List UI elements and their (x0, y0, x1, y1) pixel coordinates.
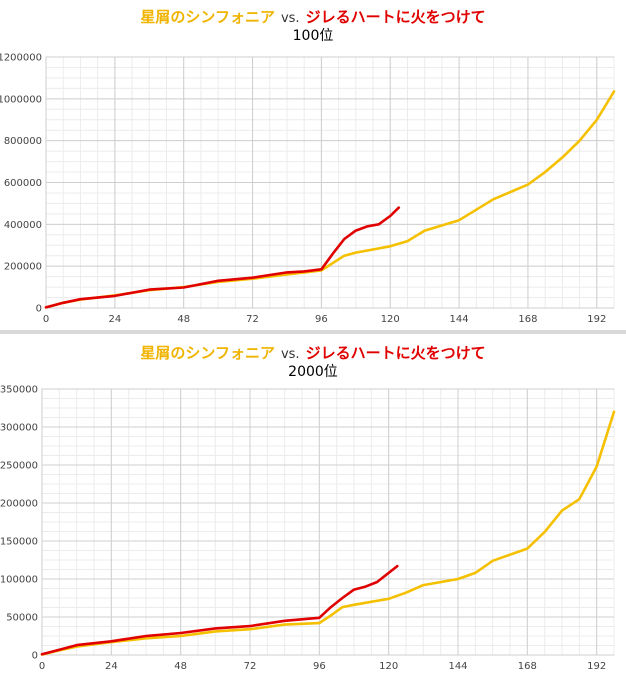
gridlines (45, 56, 615, 309)
y-tick-label: 300000 (0, 423, 38, 434)
x-tick-label: 72 (246, 314, 259, 325)
x-tick-label: 168 (518, 661, 537, 672)
series-line-1 (40, 564, 399, 656)
title-series-a: 星屑のシンフォニア (140, 344, 275, 362)
x-tick-label: 0 (39, 661, 45, 672)
x-tick-label: 192 (587, 314, 606, 325)
line-chart-2000: 0 24 48 72 96 120 144 168 192 0 50000 100000 150000 2… (0, 385, 616, 672)
y-tick-label: 1200000 (0, 53, 42, 64)
title-series-b: ジレるハートに火をつけて (305, 8, 486, 26)
x-tick-label: 144 (448, 661, 467, 672)
y-tick-label: 600000 (4, 178, 42, 189)
title-vs: vs. (280, 347, 300, 362)
y-tick-label: 150000 (0, 537, 38, 548)
y-tick-label: 250000 (0, 461, 38, 472)
x-tick-label: 144 (450, 314, 469, 325)
y-tick-label: 350000 (0, 385, 38, 396)
y-tick-label: 200000 (4, 262, 42, 273)
x-tick-label: 120 (381, 314, 400, 325)
y-tick-label: 1000000 (0, 94, 42, 105)
y-tick-label: 400000 (4, 220, 42, 231)
chart-title: 星屑のシンフォニア vs. ジレるハートに火をつけて (0, 6, 626, 27)
series-line-0 (40, 410, 616, 656)
x-tick-label: 24 (108, 314, 121, 325)
y-tick-label: 0 (36, 304, 42, 315)
title-vs: vs. (280, 11, 300, 26)
chart-panel-100: 星屑のシンフォニア vs. ジレるハートに火をつけて 100位 0 24 48 72 96 1… (0, 0, 626, 330)
chart-panel-2000: 星屑のシンフォニア vs. ジレるハートに火をつけて 2000位 0 24 48 72 96… (0, 334, 626, 680)
y-tick-label: 100000 (0, 575, 38, 586)
title-series-a: 星屑のシンフォニア (140, 8, 275, 26)
x-tick-label: 48 (177, 314, 190, 325)
chart-subtitle: 2000位 (288, 364, 338, 380)
x-tick-label: 24 (105, 661, 118, 672)
x-tick-label: 168 (518, 314, 537, 325)
y-tick-label: 50000 (6, 613, 38, 624)
series-line-1 (44, 206, 401, 309)
x-tick-label: 72 (244, 661, 257, 672)
panel-divider (0, 330, 626, 334)
y-tick-label: 200000 (0, 499, 38, 510)
x-tick-label: 120 (379, 661, 398, 672)
title-series-b: ジレるハートに火をつけて (305, 344, 486, 362)
line-chart-100: 0 24 48 72 96 120 144 168 192 0 200000 400000 600000… (0, 53, 616, 325)
x-tick-label: 96 (313, 661, 326, 672)
y-tick-label: 0 (32, 651, 38, 662)
chart-title: 星屑のシンフォニア vs. ジレるハートに火をつけて (0, 342, 626, 363)
chart-subtitle: 100位 (292, 28, 334, 44)
x-tick-label: 0 (43, 314, 49, 325)
y-tick-label: 800000 (4, 136, 42, 147)
x-tick-label: 48 (174, 661, 187, 672)
x-tick-label: 192 (587, 661, 606, 672)
x-tick-label: 96 (315, 314, 328, 325)
